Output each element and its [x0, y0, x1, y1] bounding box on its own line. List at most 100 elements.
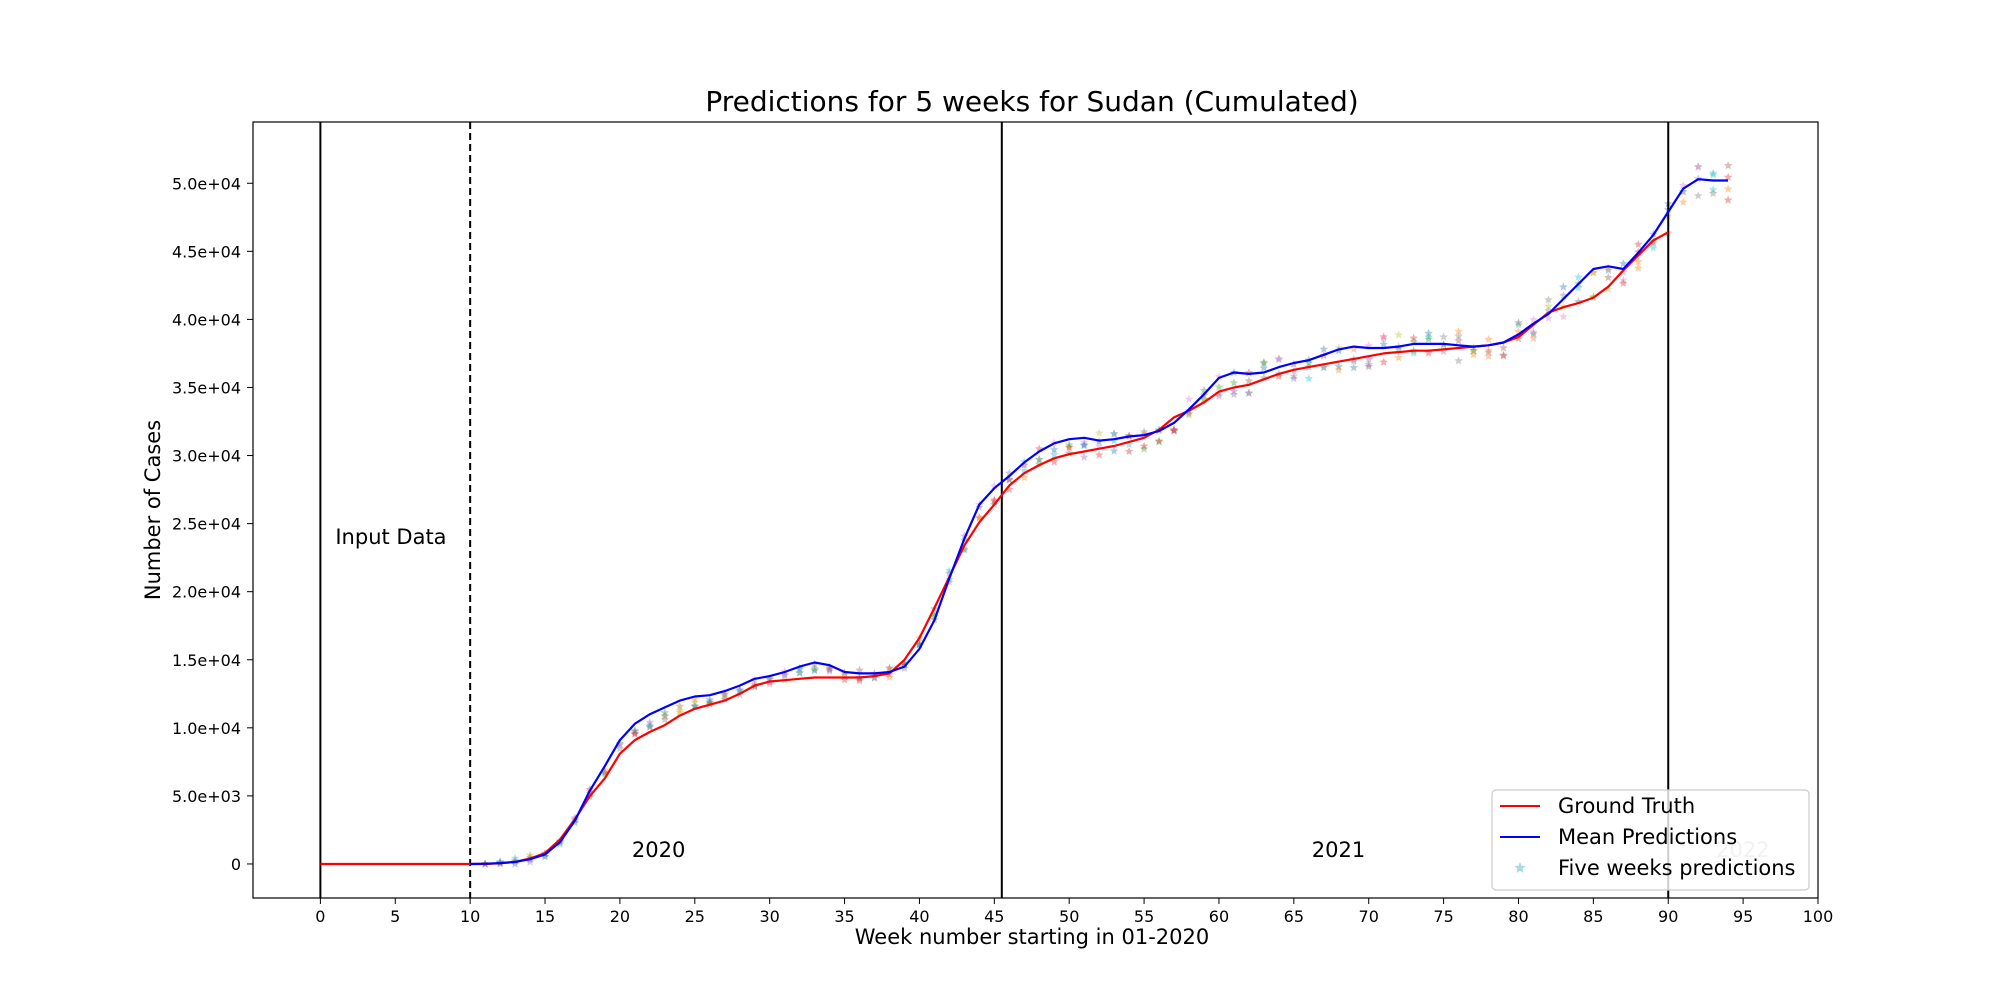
- five-weeks-prediction-marker: [1409, 348, 1418, 357]
- five-weeks-prediction-marker: [1379, 332, 1388, 341]
- five-weeks-prediction-marker: [1005, 474, 1014, 484]
- five-weeks-prediction-marker: [795, 668, 804, 677]
- period-divider-lines: [319, 122, 1670, 898]
- legend-box: [1491, 789, 1810, 891]
- five-weeks-prediction-marker: [1229, 387, 1239, 396]
- five-weeks-prediction-marker: [825, 662, 834, 671]
- five-weeks-prediction-marker: [1484, 345, 1493, 354]
- legend-ground-truth-label: Ground Truth: [1558, 794, 1695, 818]
- x-tick-label: 80: [1508, 907, 1528, 926]
- legend-five-weeks-swatch: [1514, 862, 1526, 873]
- five-weeks-prediction-marker: [1079, 440, 1089, 449]
- five-weeks-prediction-marker: [675, 701, 685, 710]
- five-weeks-prediction-marker: [660, 715, 670, 724]
- five-weeks-prediction-marker: [1693, 191, 1703, 200]
- five-weeks-prediction-marker: [1723, 195, 1733, 204]
- five-weeks-prediction-marker: [1229, 390, 1239, 399]
- y-tick-label: 1.0e+04: [172, 719, 241, 738]
- five-weeks-prediction-marker: [1604, 265, 1613, 274]
- five-weeks-prediction-marker: [1514, 318, 1523, 327]
- five-weeks-prediction-marker: [1424, 334, 1433, 343]
- five-weeks-prediction-marker: [1649, 238, 1658, 247]
- five-weeks-prediction-marker: [1604, 273, 1613, 282]
- five-weeks-prediction-marker: [870, 673, 879, 682]
- five-weeks-prediction-marker: [630, 729, 640, 738]
- x-tick-label: 45: [984, 907, 1004, 926]
- five-weeks-prediction-marker: [1529, 329, 1538, 338]
- x-tick-label: 50: [1059, 907, 1079, 926]
- five-weeks-prediction-marker: [1304, 358, 1314, 367]
- five-weeks-prediction-marker: [765, 673, 774, 682]
- five-weeks-prediction-marker: [555, 839, 565, 848]
- five-weeks-prediction-marker: [1469, 345, 1478, 355]
- five-weeks-prediction-marker: [1094, 450, 1104, 459]
- five-weeks-prediction-marker: [690, 694, 700, 703]
- five-weeks-prediction-marker: [1199, 394, 1209, 403]
- five-weeks-prediction-marker: [1139, 444, 1149, 453]
- x-tick-label: 0: [315, 907, 325, 926]
- five-weeks-prediction-marker: [1678, 187, 1688, 196]
- x-axis-ticks: 0 5 10 15 20 25 30 35 40 45 50 55 60 65 70 75 80 85 90 95 10…: [315, 898, 1833, 926]
- five-weeks-prediction-marker: [1439, 346, 1448, 356]
- x-tick-label: 70: [1359, 907, 1379, 926]
- five-weeks-prediction-marker: [1634, 257, 1643, 266]
- five-weeks-prediction-marker: [1079, 438, 1089, 447]
- five-weeks-prediction-marker: [720, 690, 729, 699]
- five-weeks-prediction-marker: [810, 663, 819, 672]
- x-tick-label: 60: [1209, 907, 1229, 926]
- x-tick-label: 75: [1433, 907, 1453, 926]
- five-weeks-prediction-marker: [885, 673, 894, 682]
- five-weeks-prediction-marker: [885, 663, 894, 672]
- five-weeks-prediction-marker: [1499, 351, 1508, 360]
- five-weeks-prediction-marker: [810, 664, 819, 674]
- legend-mean-predictions-label: Mean Predictions: [1558, 825, 1737, 849]
- x-tick-label: 30: [759, 907, 779, 926]
- x-tick-label: 15: [535, 907, 555, 926]
- five-weeks-prediction-marker: [1139, 441, 1149, 450]
- five-weeks-prediction-marker: [1349, 356, 1358, 365]
- five-weeks-prediction-marker: [870, 673, 879, 682]
- five-weeks-prediction-marker: [690, 702, 700, 711]
- five-weeks-prediction-marker: [1499, 343, 1508, 352]
- five-weeks-prediction-marker: [945, 566, 954, 575]
- five-weeks-prediction-marker: [645, 720, 655, 729]
- five-weeks-prediction-marker: [645, 722, 655, 731]
- y-tick-label: 3.5e+04: [172, 378, 241, 397]
- five-weeks-prediction-marker: [1109, 436, 1119, 445]
- five-weeks-prediction-marker: [1604, 284, 1613, 294]
- five-weeks-prediction-marker: [630, 727, 640, 736]
- five-weeks-prediction-marker: [1409, 333, 1418, 342]
- legend-five-weeks-label: Five weeks predictions: [1558, 856, 1796, 880]
- five-weeks-prediction-marker: [510, 853, 520, 862]
- five-weeks-prediction-marker: [855, 676, 864, 685]
- y-axis-ticks: 0 5.0e+03 1.0e+04 1.5e+04 2.0e+04 2.5e+04 3.0e…: [172, 174, 253, 874]
- five-weeks-prediction-marker: [1184, 394, 1194, 403]
- five-weeks-prediction-marker: [1319, 362, 1329, 372]
- x-tick-label: 85: [1583, 907, 1603, 926]
- five-weeks-prediction-marker: [1589, 268, 1598, 277]
- five-weeks-prediction-marker: [660, 708, 670, 717]
- five-weeks-prediction-marker: [1139, 427, 1149, 436]
- five-weeks-prediction-marker: [675, 702, 685, 711]
- annotation-input-data: Input Data: [335, 525, 446, 549]
- five-weeks-prediction-marker: [1708, 168, 1718, 177]
- x-tick-label: 5: [390, 907, 400, 926]
- five-weeks-prediction-marker: [1544, 301, 1553, 310]
- y-tick-label: 4.5e+04: [172, 242, 241, 261]
- five-weeks-prediction-marker: [1064, 443, 1074, 452]
- x-tick-label: 100: [1803, 907, 1834, 926]
- five-weeks-prediction-marker: [705, 697, 715, 706]
- five-weeks-prediction-marker: [1109, 429, 1119, 438]
- five-weeks-prediction-marker: [1229, 378, 1239, 387]
- five-weeks-prediction-marker: [1514, 327, 1523, 336]
- five-weeks-prediction-marker: [825, 663, 834, 673]
- five-weeks-prediction-marker: [1604, 263, 1613, 272]
- x-tick-label: 40: [909, 907, 929, 926]
- five-weeks-prediction-marker: [1619, 275, 1628, 284]
- five-weeks-prediction-marker: [1634, 239, 1643, 249]
- five-weeks-prediction-marker: [1514, 320, 1523, 329]
- annotation-2020: 2020: [632, 838, 685, 862]
- five-weeks-prediction-marker: [1109, 446, 1119, 455]
- y-tick-label: 4.0e+04: [172, 310, 241, 329]
- five-weeks-prediction-marker: [1589, 268, 1598, 277]
